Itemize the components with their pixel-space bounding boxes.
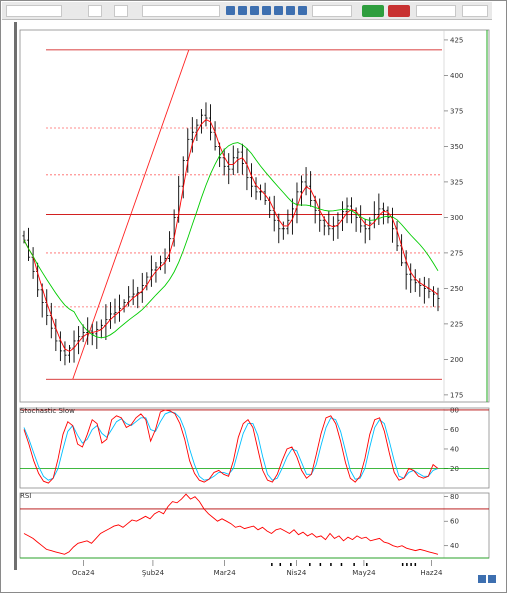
y-tick-label: 275 <box>450 249 463 257</box>
period-field[interactable] <box>88 5 102 17</box>
event-marker <box>401 563 404 566</box>
y-tick-label: 80 <box>450 493 459 501</box>
y-tick-label: 20 <box>450 465 459 473</box>
y-tick-label: 40 <box>450 542 459 550</box>
y-tick-label: 350 <box>450 143 463 151</box>
x-tick-label: Şub24 <box>142 569 165 577</box>
y-tick-label: 400 <box>450 72 463 80</box>
event-marker <box>309 563 311 566</box>
rsi-title: RSI <box>20 492 31 500</box>
y-tick-label: 425 <box>450 36 463 44</box>
event-marker <box>319 563 322 566</box>
event-marker <box>330 563 332 566</box>
event-marker <box>406 563 408 566</box>
stochastic-panel-frame <box>19 407 490 489</box>
rsi-panel-frame <box>19 492 490 559</box>
y-tick-label: 375 <box>450 107 463 115</box>
y-tick-label: 80 <box>450 406 459 414</box>
fast-moving-average-line <box>23 118 439 352</box>
y-tick-label: 60 <box>450 518 459 526</box>
x-tick-label: May24 <box>352 569 376 577</box>
y-tick-label: 40 <box>450 445 459 453</box>
stochastic-title: Stochastic Slow <box>20 407 75 415</box>
green-button[interactable] <box>362 5 384 17</box>
stochastic-panel: 20 40 60 80 <box>19 406 490 489</box>
stochastic-line <box>23 409 439 484</box>
symbol-field[interactable] <box>6 5 62 17</box>
event-marker <box>271 563 273 566</box>
save-icon[interactable] <box>274 6 283 15</box>
event-marker <box>414 563 417 566</box>
scroll-left-icon[interactable] <box>478 575 486 583</box>
y-tick-label: 325 <box>450 178 463 186</box>
rsi-panel: 40 60 80 <box>19 492 490 559</box>
date-range-field[interactable] <box>142 5 220 17</box>
toolbar <box>2 2 492 20</box>
extra-field[interactable] <box>462 5 488 17</box>
red-button[interactable] <box>388 5 410 17</box>
x-tick-label: Haz24 <box>420 569 443 577</box>
event-marker <box>410 563 412 566</box>
event-marker <box>366 563 368 566</box>
event-marker <box>353 563 355 566</box>
x-tick-label: Oca24 <box>72 569 95 577</box>
date-axis: Oca24 Şub24 Mar24 Nis24 May24 Haz24 <box>72 560 443 577</box>
left-scrollbar <box>14 22 17 570</box>
stochastic-line <box>23 411 439 481</box>
interval-field[interactable] <box>114 5 128 17</box>
cursor-icon[interactable] <box>226 6 235 15</box>
y-tick-label: 300 <box>450 214 463 222</box>
x-tick-label: Nis24 <box>287 569 307 577</box>
zoom-icon[interactable] <box>250 6 259 15</box>
line-tool-icon[interactable] <box>238 6 247 15</box>
print-icon[interactable] <box>262 6 271 15</box>
y-tick-label: 175 <box>450 391 463 399</box>
scroll-right-icon[interactable] <box>488 575 496 583</box>
rsi-line <box>23 493 439 555</box>
y-tick-label: 250 <box>450 285 463 293</box>
x-tick-label: Mar24 <box>214 569 237 577</box>
event-marker <box>290 563 292 566</box>
y-tick-label: 225 <box>450 320 463 328</box>
refresh-icon[interactable] <box>298 6 307 15</box>
price-panel: 175 200 225 250 275 300 325 350 375 400 425 <box>14 22 490 570</box>
slow-moving-average-line <box>23 142 439 339</box>
price-panel-frame <box>19 29 490 403</box>
indicator-field[interactable] <box>312 5 352 17</box>
event-marker <box>340 563 343 566</box>
y-tick-label: 200 <box>450 356 463 364</box>
event-marker <box>279 563 282 566</box>
search-field[interactable] <box>416 5 456 17</box>
y-tick-label: 60 <box>450 426 459 434</box>
settings-icon[interactable] <box>286 6 295 15</box>
